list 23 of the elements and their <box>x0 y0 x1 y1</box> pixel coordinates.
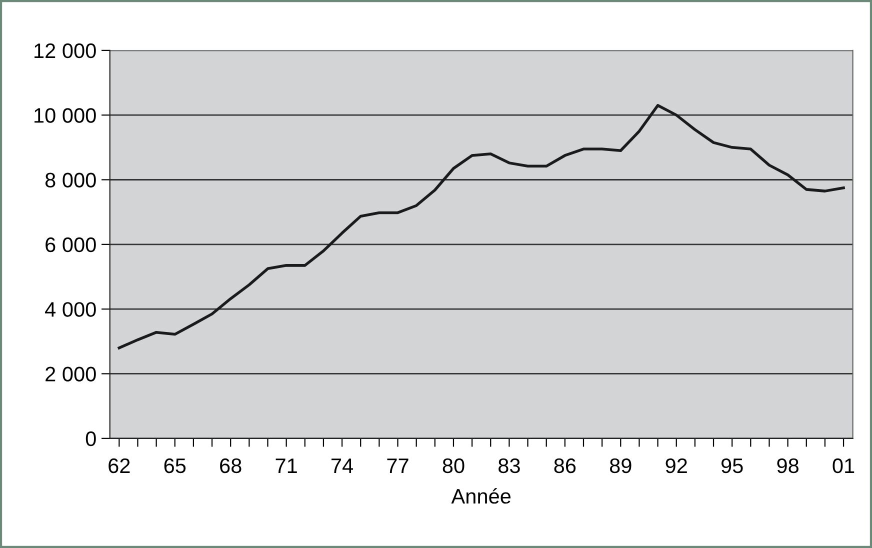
x-tick-label: 65 <box>164 458 186 474</box>
x-tick-label: 77 <box>387 458 408 473</box>
y-tick-label: 2 000 <box>46 366 96 382</box>
y-tick-label: 12 000 <box>34 43 96 58</box>
x-tick-label: 74 <box>332 458 354 473</box>
x-tick-label: 98 <box>777 458 798 474</box>
x-tick-label: 71 <box>276 458 297 473</box>
x-tick-label: 68 <box>220 458 242 474</box>
y-tick-label: 6 000 <box>46 237 96 252</box>
x-tick-label: 92 <box>666 458 687 474</box>
y-tick-label: 10 000 <box>34 108 96 123</box>
x-tick-label: 80 <box>442 458 464 474</box>
x-tick-label: 95 <box>721 458 743 474</box>
y-tick-label: 8 000 <box>45 172 96 188</box>
x-tick-label: 86 <box>554 458 576 474</box>
x-tick-label: 01 <box>832 458 854 474</box>
line-series <box>118 104 845 350</box>
x-tick-label: 89 <box>610 458 632 474</box>
x-tick-label: 62 <box>108 458 130 474</box>
x-tick-label: 83 <box>498 458 520 474</box>
y-tick-label: 4 000 <box>45 302 96 317</box>
x-axis-title: Année <box>451 488 511 504</box>
y-tick-label: 0 <box>86 431 96 446</box>
